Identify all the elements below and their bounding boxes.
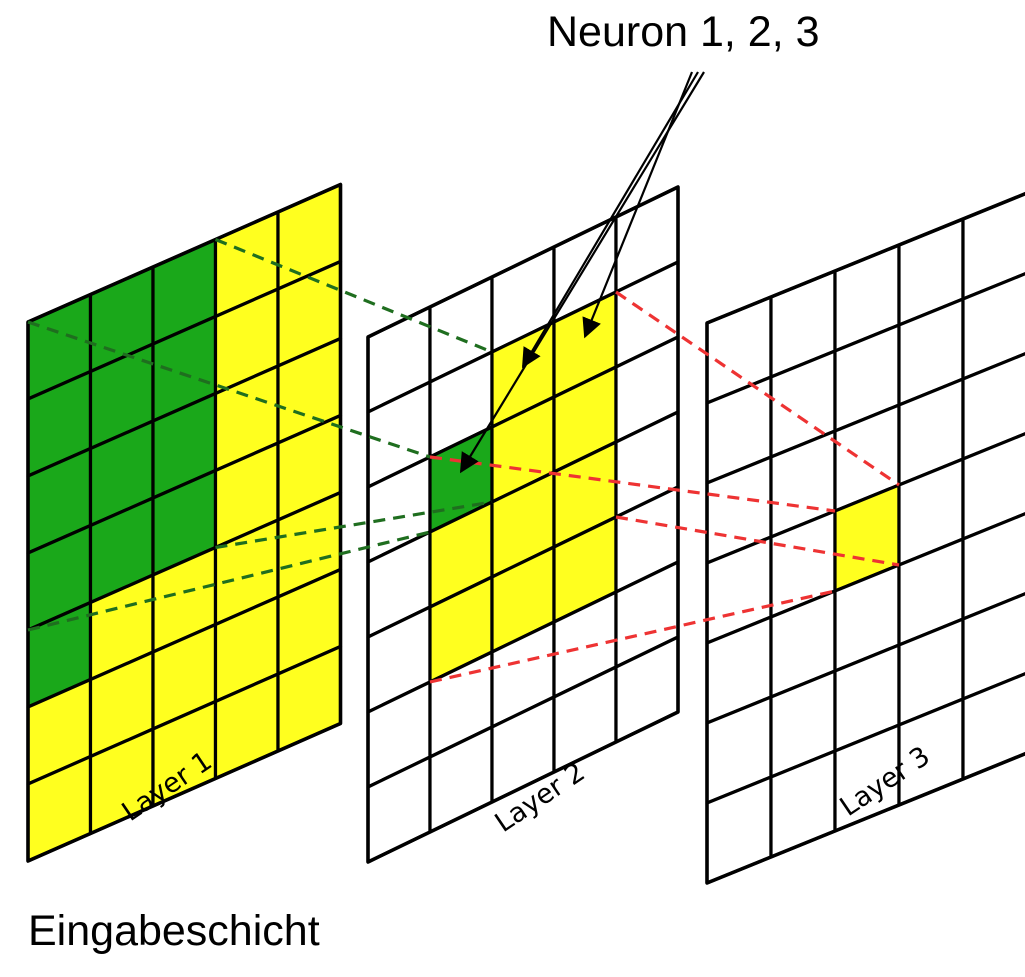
layer-3-cell (961, 272, 1025, 381)
caption-eingabeschicht: Eingabeschicht (28, 907, 320, 955)
green-connection-line (214, 238, 493, 354)
green-connection-line (27, 530, 431, 632)
green-connection-line (215, 500, 493, 550)
layer-3-border (705, 191, 1025, 885)
layer-1-grid (26, 182, 343, 863)
layer-3-grid (705, 191, 1025, 885)
neuron-3-arrow (582, 71, 694, 339)
green-connection-line (27, 320, 431, 459)
red-connection-line (429, 589, 836, 684)
red-connection-line (615, 290, 900, 487)
layer-3-cell (961, 512, 1025, 621)
layer-2-border (366, 185, 680, 864)
neuron-arrows (459, 71, 705, 474)
connection-lines (27, 238, 900, 684)
layer-2-grid (366, 185, 680, 864)
layer-1-border (26, 182, 343, 863)
red-connection-line (615, 515, 900, 567)
neuron-1-arrow (459, 71, 705, 474)
neuron-2-arrow (521, 71, 699, 369)
neuron-annotation: Neuron 1, 2, 3 (547, 8, 820, 56)
layer-3-cell (961, 352, 1025, 461)
red-connection-line (429, 455, 836, 513)
layer-3-cell (961, 672, 1025, 781)
layer-3-cell (961, 592, 1025, 701)
layer-3-cell (961, 432, 1025, 541)
